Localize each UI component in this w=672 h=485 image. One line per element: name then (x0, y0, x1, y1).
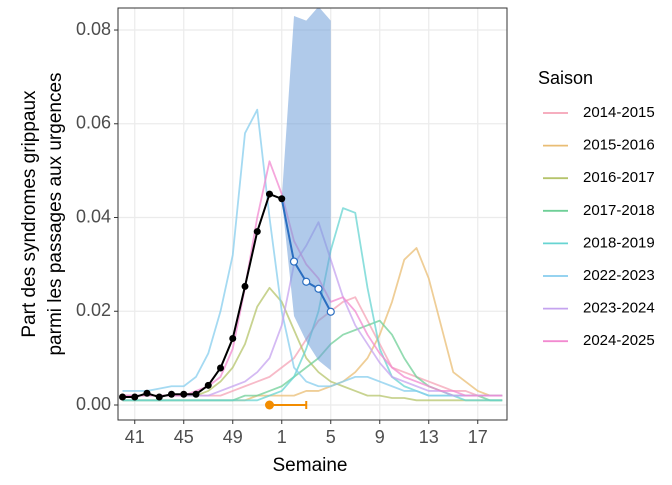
x-tick-label: 45 (174, 427, 194, 447)
panel-border (117, 7, 508, 421)
x-tick-label: 1 (277, 427, 287, 447)
x-tick-label: 41 (125, 427, 145, 447)
observed-point (131, 393, 139, 401)
y-axis-title: parmi les passages aux urgences (45, 72, 66, 355)
observed-point (266, 190, 273, 198)
y-tick-label: 0.00 (76, 394, 111, 414)
forecast-point (289, 257, 299, 266)
y-tick-label: 0.04 (76, 206, 111, 226)
observed-point (180, 390, 188, 398)
y-tick-label: 0.02 (76, 300, 111, 320)
y-tick-label: 0.08 (76, 19, 111, 39)
legend-label: 2022-2023 (583, 267, 655, 284)
observed-point (168, 390, 175, 398)
x-axis-title: Semaine (273, 455, 348, 476)
legend-label: 2017-2018 (583, 202, 655, 219)
legend-label: 2016-2017 (583, 169, 655, 186)
peak-point (265, 400, 274, 410)
legend-label: 2024-2025 (583, 332, 655, 349)
x-tick-label: 5 (326, 427, 336, 447)
observed-point (217, 364, 224, 372)
legend-label: 2023-2024 (583, 300, 655, 317)
season-line (122, 108, 503, 397)
plot-area (118, 8, 507, 420)
observed-point (241, 282, 249, 290)
x-tick-label: 17 (468, 427, 488, 447)
legend-title: Saison (538, 68, 593, 88)
x-tick-label: 9 (375, 427, 385, 447)
y-tick-label: 0.06 (76, 113, 111, 133)
observed-point (204, 381, 212, 389)
observed-point (278, 195, 286, 203)
x-tick-label: 49 (223, 427, 243, 447)
forecast-point (314, 284, 323, 293)
observed-point (119, 393, 126, 401)
observed-point (229, 334, 237, 342)
forecast-band (281, 8, 331, 371)
legend-label: 2015-2016 (583, 137, 655, 154)
forecast-point (326, 307, 335, 316)
observed-point (192, 390, 200, 398)
observed-point (143, 389, 151, 397)
y-axis-title: Part des syndromes grippaux (19, 90, 40, 338)
legend-label: 2014-2015 (583, 104, 655, 121)
observed-point (155, 393, 163, 401)
forecast-point (302, 277, 311, 286)
observed-point (253, 228, 261, 236)
x-tick-label: 13 (419, 427, 439, 447)
legend-label: 2018-2019 (583, 234, 655, 251)
